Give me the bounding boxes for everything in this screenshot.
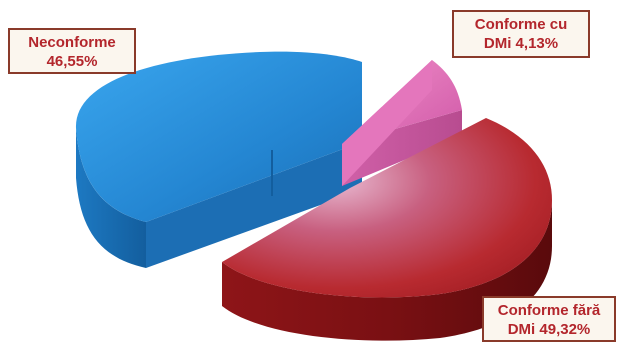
callout-conforme-fara-dmi: Conforme fără DMi 49,32% xyxy=(482,296,616,342)
callout-line-2: 46,55% xyxy=(46,53,98,70)
pie-slice-neconforme xyxy=(75,51,363,268)
callout-conforme-cu-dmi: Conforme cu DMi 4,13% xyxy=(452,10,590,58)
slice-side xyxy=(76,128,146,268)
slice-top xyxy=(222,118,552,298)
slice-front-face xyxy=(342,60,432,186)
slice-top xyxy=(75,51,363,222)
callout-line-1: Neconforme xyxy=(28,34,116,51)
callout-line-1: Conforme fără xyxy=(497,302,601,319)
callout-line-2: DMi 4,13% xyxy=(483,35,559,52)
callout-line-1: Conforme cu xyxy=(474,16,568,33)
slice-side xyxy=(342,110,462,186)
callout-neconforme: Neconforme 46,55% xyxy=(8,28,136,74)
pie-slice-conforme-cu-dmi xyxy=(342,60,462,186)
slice-side-front xyxy=(146,142,362,268)
slice-side xyxy=(222,200,552,341)
callout-line-2: DMi 49,32% xyxy=(507,321,591,338)
pie-slice-conforme-fara-dmi xyxy=(222,118,552,341)
